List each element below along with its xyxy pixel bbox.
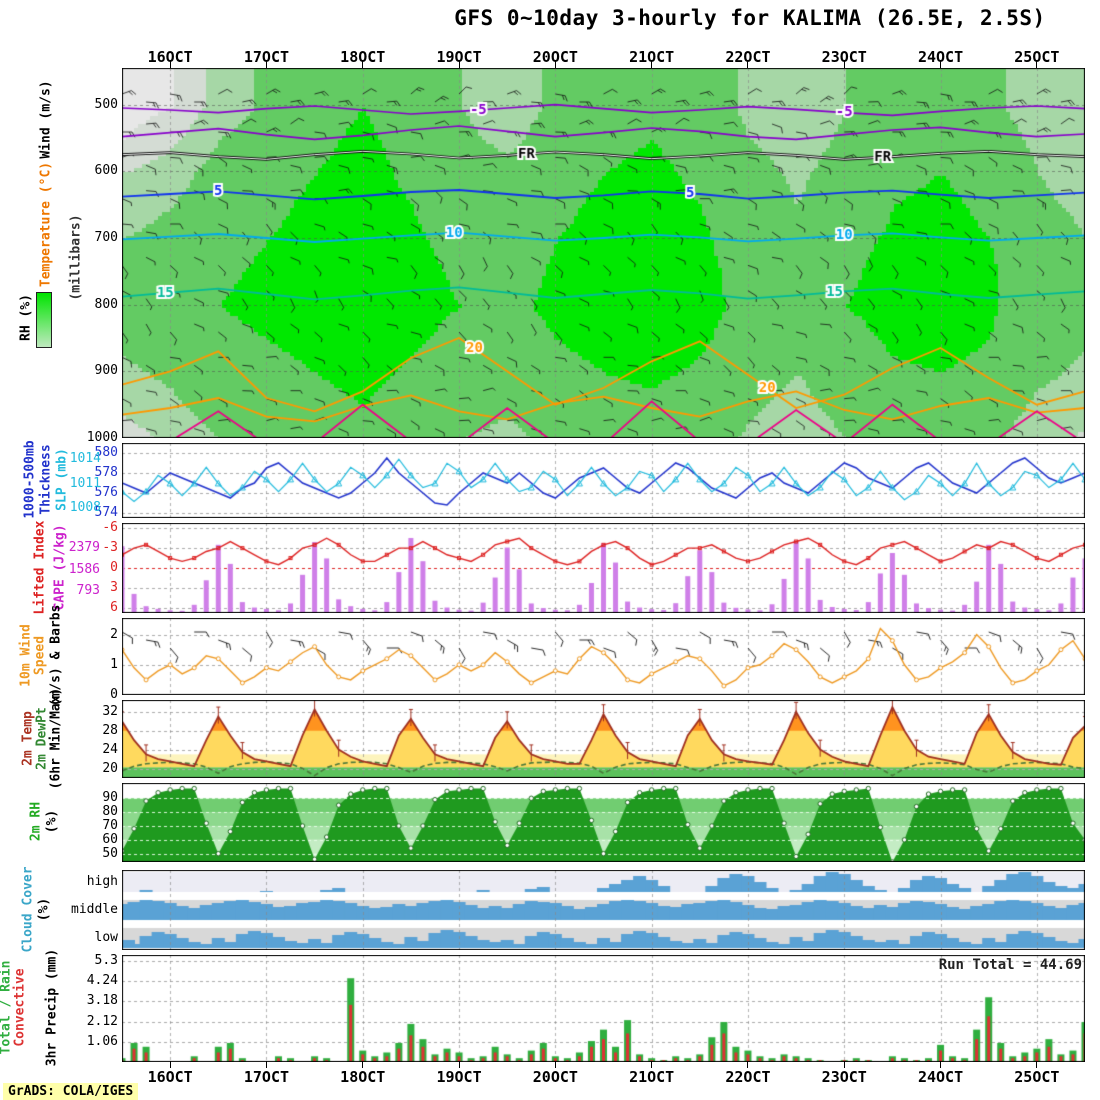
x-tick-mark xyxy=(458,1061,460,1068)
y-tick-label: 900 xyxy=(94,363,118,379)
x-axis-label-bottom: 24OCT xyxy=(917,1068,964,1086)
x-tick-mark xyxy=(843,61,845,68)
x-axis-label-bottom: 22OCT xyxy=(725,1068,771,1086)
y-tick-label: 1000 xyxy=(86,430,118,445)
x-axis-label-bottom: 25OCT xyxy=(1014,1068,1060,1086)
rh2m-panel xyxy=(122,783,1085,862)
x-axis-label-top: 25OCT xyxy=(1014,48,1060,66)
x-tick-mark xyxy=(651,61,653,68)
x-axis-label-top: 21OCT xyxy=(629,48,675,66)
y-tick-label: 28 xyxy=(102,722,118,738)
axis-label-convective: Convective xyxy=(12,968,28,1047)
x-tick-mark xyxy=(169,61,171,68)
li-cape-panel xyxy=(122,523,1085,613)
y-tick-label: 576 xyxy=(94,485,118,500)
y-tick-label: 90 xyxy=(102,790,118,806)
x-axis-label-bottom: 21OCT xyxy=(629,1068,675,1086)
y-tick-label: 3 xyxy=(110,579,118,595)
cloud-cover-panel xyxy=(122,870,1085,950)
rh-colorbar xyxy=(36,292,52,348)
y-tick-label: 70 xyxy=(102,817,118,833)
x-axis-label-top: 18OCT xyxy=(340,48,386,66)
x-tick-mark xyxy=(362,1061,364,1068)
x-axis-label-top: 17OCT xyxy=(243,48,290,66)
slp-thickness-panel xyxy=(122,443,1085,518)
x-axis-label-top: 20OCT xyxy=(532,48,578,66)
x-axis-label-bottom: 23OCT xyxy=(821,1068,867,1086)
x-tick-mark xyxy=(265,61,267,68)
x-tick-mark xyxy=(940,61,942,68)
y-tick-label: 2379 xyxy=(68,540,100,556)
x-tick-mark xyxy=(554,61,556,68)
grads-credit: GrADS: COLA/IGES xyxy=(3,1083,139,1100)
x-axis-label-bottom: 19OCT xyxy=(436,1068,482,1086)
x-axis-label-top: 24OCT xyxy=(917,48,964,66)
y-tick-label: 578 xyxy=(94,465,118,480)
x-tick-mark xyxy=(651,1061,653,1068)
wind10m-panel xyxy=(122,618,1085,695)
x-axis-label-top: 22OCT xyxy=(725,48,771,66)
y-tick-label: 2 xyxy=(110,626,118,642)
x-tick-mark xyxy=(747,61,749,68)
y-tick-label: 1586 xyxy=(68,561,100,577)
x-axis-label-top: 16OCT xyxy=(147,48,193,66)
x-tick-mark xyxy=(747,1061,749,1068)
x-tick-mark xyxy=(940,1061,942,1068)
x-axis-label-bottom: 20OCT xyxy=(532,1068,578,1086)
y-tick-label: 800 xyxy=(94,296,118,312)
axis-label-rh: RH (%) xyxy=(18,294,34,341)
x-tick-mark xyxy=(362,61,364,68)
y-tick-label: -6 xyxy=(102,520,118,536)
y-tick-label: 574 xyxy=(94,505,118,520)
x-tick-mark xyxy=(1036,61,1038,68)
x-axis-label-top: 23OCT xyxy=(821,48,867,66)
y-tick-label: 2.12 xyxy=(86,1013,118,1029)
x-axis-label-bottom: 16OCT xyxy=(147,1068,193,1086)
y-tick-label: 600 xyxy=(94,163,118,179)
axis-label-millibars: (millibars) xyxy=(68,214,84,301)
y-tick-label: 50 xyxy=(102,845,118,861)
y-tick-label: 24 xyxy=(102,741,118,757)
x-tick-mark xyxy=(458,61,460,68)
y-tick-label: 32 xyxy=(102,703,118,719)
y-tick-label: middle xyxy=(71,902,118,917)
y-tick-label: 4.24 xyxy=(86,973,118,989)
x-tick-mark xyxy=(1036,1061,1038,1068)
precip-panel xyxy=(122,955,1085,1062)
x-tick-mark xyxy=(169,1061,171,1068)
y-tick-label: 6 xyxy=(110,599,118,615)
y-tick-label: 0 xyxy=(110,560,118,575)
y-tick-label: 700 xyxy=(94,230,118,245)
x-axis-label-bottom: 17OCT xyxy=(243,1068,290,1086)
x-tick-mark xyxy=(265,1061,267,1068)
y-tick-label: 500 xyxy=(94,96,118,112)
y-tick-label: 1.06 xyxy=(86,1033,118,1049)
y-tick-label: 1008 xyxy=(69,499,101,515)
y-tick-label: 793 xyxy=(76,583,100,599)
axis-label-total-rain: Total / Rain xyxy=(0,960,14,1055)
page-title: GFS 0~10day 3-hourly for KALIMA (26.5E, … xyxy=(454,6,1046,30)
y-tick-label: 60 xyxy=(102,831,118,847)
x-tick-mark xyxy=(554,1061,556,1068)
temp-dewpoint-panel xyxy=(122,700,1085,778)
y-tick-label: 20 xyxy=(102,760,118,776)
y-tick-label: 5.3 xyxy=(94,953,118,969)
upper-air-panel xyxy=(122,68,1085,438)
y-tick-label: low xyxy=(94,930,118,945)
y-tick-label: 3.18 xyxy=(86,993,118,1009)
y-tick-label: 1014 xyxy=(69,451,101,467)
y-tick-label: 0 xyxy=(110,687,118,702)
y-tick-label: 580 xyxy=(94,445,118,460)
x-tick-mark xyxy=(843,1061,845,1068)
x-axis-label-bottom: 18OCT xyxy=(340,1068,386,1086)
run-total-text: Run Total = 44.69 xyxy=(938,957,1082,973)
y-tick-label: high xyxy=(86,874,118,889)
y-tick-label: 1 xyxy=(110,656,118,672)
y-tick-label: 80 xyxy=(102,804,118,820)
y-tick-label: 1011 xyxy=(69,475,101,491)
x-axis-label-top: 19OCT xyxy=(436,48,482,66)
y-tick-label: -3 xyxy=(102,540,118,556)
